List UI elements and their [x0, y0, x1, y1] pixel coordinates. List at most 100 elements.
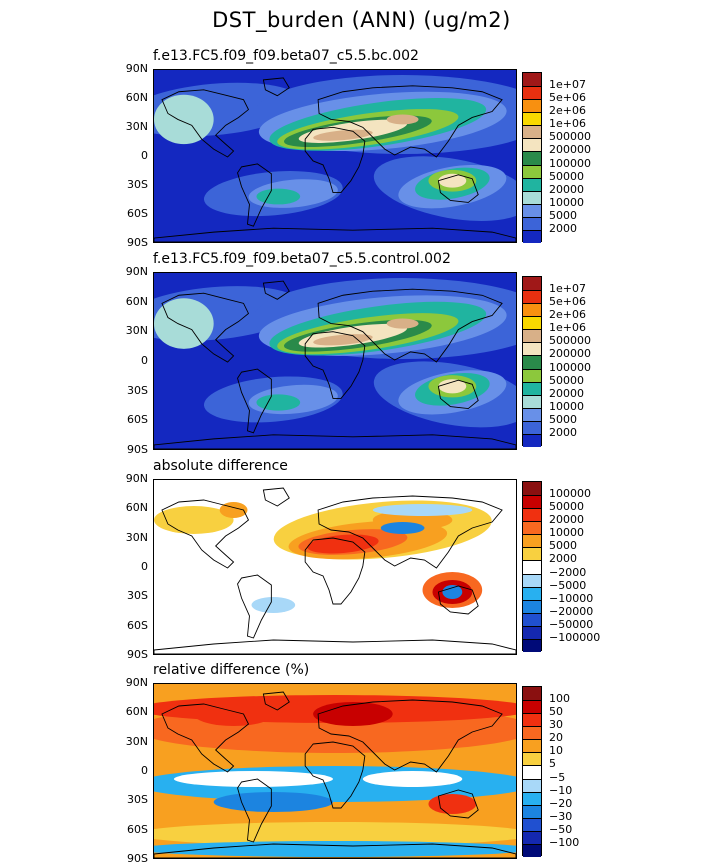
colorbar: [522, 276, 542, 446]
colorbar-label: 1e+06: [549, 321, 586, 334]
field-contour: [428, 794, 476, 814]
colorbar-swatch: [523, 713, 541, 726]
lat-tick-label: 0: [112, 354, 148, 367]
colorbar-label: 5000: [549, 539, 577, 552]
colorbar: [522, 481, 542, 651]
colorbar-label: 5: [549, 757, 556, 770]
colorbar-swatch: [523, 138, 541, 151]
colorbar-label: 2000: [549, 426, 577, 439]
field-contour: [387, 319, 419, 329]
field-contour: [373, 504, 472, 516]
colorbar-label: −10000: [549, 592, 593, 605]
colorbar-label: 100000: [549, 361, 591, 374]
colorbar-swatch: [523, 560, 541, 573]
colorbar-label: −50: [549, 823, 572, 836]
colorbar-swatch: [523, 165, 541, 178]
panel-title: f.e13.FC5.f09_f09.beta07_c5.5.control.00…: [153, 251, 451, 267]
colorbar-label: 50000: [549, 170, 584, 183]
field-contour: [251, 597, 295, 613]
field-contour: [174, 771, 333, 787]
lat-tick-label: 90N: [112, 472, 148, 485]
colorbar-swatch: [523, 382, 541, 395]
colorbar-label: 2e+06: [549, 308, 586, 321]
colorbar-label: 1e+06: [549, 117, 586, 130]
colorbar-swatch: [523, 112, 541, 125]
lat-tick-label: 30N: [112, 120, 148, 133]
lat-tick-label: 90S: [112, 236, 148, 249]
colorbar-label: −50000: [549, 618, 593, 631]
lat-tick-label: 60N: [112, 705, 148, 718]
field-contour: [194, 702, 274, 726]
field-contour: [363, 771, 462, 787]
colorbar-label: 20000: [549, 513, 584, 526]
lat-tick-label: 0: [112, 560, 148, 573]
lat-tick-label: 30N: [112, 735, 148, 748]
colorbar-label: 50: [549, 705, 563, 718]
lat-tick-label: 30S: [112, 384, 148, 397]
colorbar-label: 200000: [549, 347, 591, 360]
chart-main-title: DST_burden (ANN) (ug/m2): [0, 8, 723, 32]
colorbar-label: 100000: [549, 487, 591, 500]
colorbar-swatch: [523, 342, 541, 355]
colorbar-swatch: [523, 508, 541, 521]
colorbar-swatch: [523, 369, 541, 382]
map-plot: [153, 69, 517, 243]
colorbar-label: −100: [549, 836, 579, 849]
lat-tick-label: 30S: [112, 793, 148, 806]
colorbar: [522, 686, 542, 856]
lat-tick-label: 60S: [112, 413, 148, 426]
colorbar-swatch: [523, 831, 541, 844]
colorbar-label: 5e+06: [549, 295, 586, 308]
colorbar-swatch: [523, 151, 541, 164]
field-contour: [313, 702, 393, 726]
colorbar-swatch: [523, 434, 541, 447]
colorbar-swatch: [523, 547, 541, 560]
lat-tick-label: 0: [112, 764, 148, 777]
colorbar-label: −30: [549, 810, 572, 823]
colorbar-swatch: [523, 73, 541, 86]
colorbar-swatch: [523, 125, 541, 138]
colorbar-swatch: [523, 316, 541, 329]
panel-title: relative difference (%): [153, 662, 309, 678]
panel-title: f.e13.FC5.f09_f09.beta07_c5.5.bc.002: [153, 48, 419, 64]
colorbar-label: −20: [549, 797, 572, 810]
colorbar-label: −100000: [549, 631, 600, 644]
colorbar-swatch: [523, 395, 541, 408]
map-plot: [153, 272, 517, 450]
colorbar-label: 5e+06: [549, 91, 586, 104]
colorbar-label: 5000: [549, 209, 577, 222]
lat-tick-label: 30S: [112, 589, 148, 602]
lat-tick-label: 60N: [112, 295, 148, 308]
map-field: [154, 273, 516, 449]
field-contour: [256, 189, 300, 205]
map-plot: [153, 479, 517, 655]
colorbar-swatch: [523, 587, 541, 600]
colorbar-swatch: [523, 495, 541, 508]
field-contour: [154, 841, 516, 857]
colorbar-label: 10: [549, 744, 563, 757]
colorbar-label: 200000: [549, 143, 591, 156]
lat-tick-label: 30N: [112, 531, 148, 544]
lat-tick-label: 0: [112, 149, 148, 162]
colorbar-swatch: [523, 303, 541, 316]
colorbar-label: −5000: [549, 579, 586, 592]
lat-tick-label: 90N: [112, 265, 148, 278]
colorbar-label: −20000: [549, 605, 593, 618]
colorbar-label: 20000: [549, 183, 584, 196]
colorbar-swatch: [523, 204, 541, 217]
panel-title: absolute difference: [153, 458, 288, 474]
colorbar: [522, 72, 542, 242]
colorbar-label: 50000: [549, 500, 584, 513]
field-contour: [442, 585, 462, 599]
lat-tick-label: 90S: [112, 443, 148, 456]
colorbar-swatch: [523, 792, 541, 805]
colorbar-swatch: [523, 613, 541, 626]
map-field: [154, 480, 516, 654]
colorbar-label: 500000: [549, 334, 591, 347]
colorbar-swatch: [523, 521, 541, 534]
colorbar-swatch: [523, 752, 541, 765]
colorbar-swatch: [523, 421, 541, 434]
field-contour: [381, 522, 425, 534]
colorbar-label: 1e+07: [549, 78, 586, 91]
colorbar-label: 1e+07: [549, 282, 586, 295]
